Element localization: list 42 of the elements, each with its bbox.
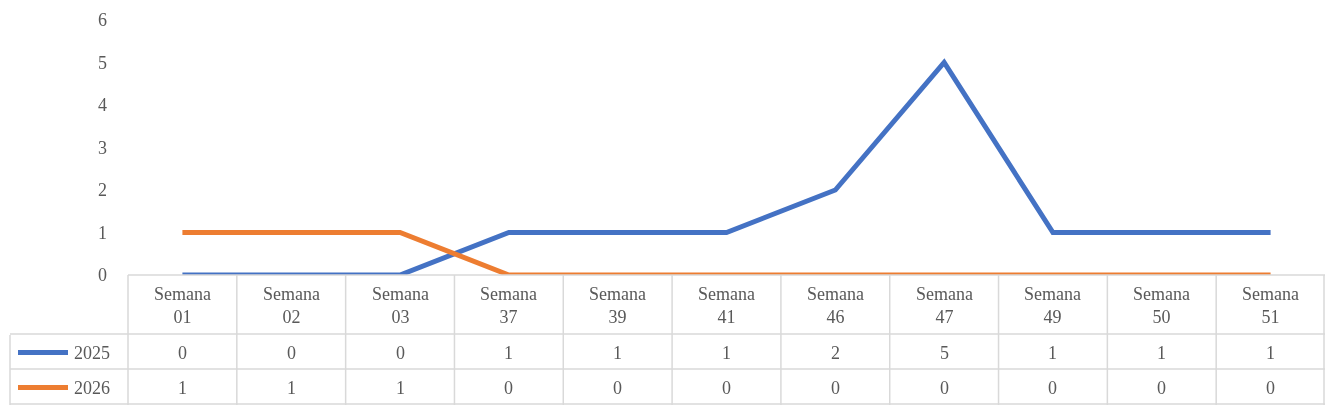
x-tick-label: Semana 46 (807, 284, 864, 328)
data-label: 5 (940, 343, 949, 363)
data-label: 1 (396, 378, 405, 398)
y-tick-label: 1 (98, 222, 107, 243)
data-label: 0 (287, 343, 296, 363)
x-tick-label: Semana 51 (1242, 284, 1299, 328)
x-tick-label: Semana 02 (263, 284, 320, 328)
data-label: 0 (504, 378, 513, 398)
legend-label: 2025 (74, 343, 110, 363)
data-label: 0 (1048, 378, 1057, 398)
data-label: 1 (1157, 343, 1166, 363)
x-tick-label: Semana 37 (480, 284, 537, 328)
x-tick-label: Semana 01 (154, 284, 211, 328)
x-tick-label: Semana 47 (916, 284, 973, 328)
y-tick-label: 2 (98, 180, 107, 201)
y-tick-label: 0 (98, 265, 107, 286)
data-label: 0 (613, 378, 622, 398)
data-label: 2 (831, 343, 840, 363)
data-label: 1 (613, 343, 622, 363)
data-label: 1 (504, 343, 513, 363)
x-tick-label: Semana 49 (1024, 284, 1081, 328)
y-tick-label: 6 (98, 10, 107, 31)
y-tick-label: 3 (98, 137, 107, 158)
legend-label: 2026 (74, 378, 110, 398)
data-label: 0 (396, 343, 405, 363)
x-tick-label: Semana 41 (698, 284, 755, 328)
data-label: 0 (1157, 378, 1166, 398)
data-label: 1 (178, 378, 187, 398)
data-label: 0 (940, 378, 949, 398)
data-label: 0 (1266, 378, 1275, 398)
y-tick-label: 4 (98, 95, 107, 116)
data-label: 0 (178, 343, 187, 363)
data-label: 1 (1266, 343, 1275, 363)
x-tick-label: Semana 50 (1133, 284, 1190, 328)
x-tick-label: Semana 39 (589, 284, 646, 328)
data-label: 0 (722, 378, 731, 398)
data-label: 1 (287, 378, 296, 398)
data-label: 1 (722, 343, 731, 363)
x-tick-label: Semana 03 (372, 284, 429, 328)
y-tick-label: 5 (98, 52, 107, 73)
data-label: 1 (1048, 343, 1057, 363)
data-label: 0 (831, 378, 840, 398)
